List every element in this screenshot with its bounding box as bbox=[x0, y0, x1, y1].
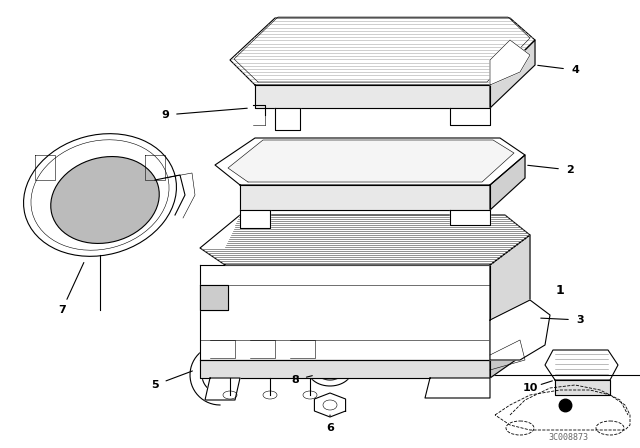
Polygon shape bbox=[490, 235, 530, 360]
Polygon shape bbox=[228, 140, 514, 182]
Polygon shape bbox=[490, 300, 550, 360]
Text: 3C008873: 3C008873 bbox=[548, 433, 588, 442]
Polygon shape bbox=[545, 350, 618, 380]
Polygon shape bbox=[200, 285, 228, 310]
Polygon shape bbox=[255, 85, 490, 108]
Polygon shape bbox=[200, 265, 490, 360]
Text: 4: 4 bbox=[571, 65, 579, 75]
Text: 1: 1 bbox=[556, 284, 564, 297]
Text: 3: 3 bbox=[576, 315, 584, 325]
Text: 2: 2 bbox=[566, 165, 574, 175]
Polygon shape bbox=[205, 378, 240, 400]
Polygon shape bbox=[490, 155, 525, 210]
Polygon shape bbox=[240, 210, 270, 228]
Polygon shape bbox=[200, 215, 530, 265]
Polygon shape bbox=[490, 330, 530, 378]
Polygon shape bbox=[425, 378, 490, 398]
Polygon shape bbox=[450, 210, 490, 225]
Text: 6: 6 bbox=[326, 423, 334, 433]
Text: 9: 9 bbox=[161, 110, 169, 120]
Text: 5: 5 bbox=[151, 380, 159, 390]
Polygon shape bbox=[450, 108, 490, 125]
Polygon shape bbox=[215, 138, 525, 185]
Text: 10: 10 bbox=[522, 383, 538, 393]
Polygon shape bbox=[490, 40, 535, 108]
Polygon shape bbox=[555, 380, 610, 395]
Polygon shape bbox=[314, 393, 346, 417]
Polygon shape bbox=[490, 40, 530, 85]
Polygon shape bbox=[275, 108, 300, 130]
Text: 8: 8 bbox=[291, 375, 299, 385]
Polygon shape bbox=[240, 185, 490, 210]
Ellipse shape bbox=[51, 156, 159, 243]
Polygon shape bbox=[200, 360, 490, 378]
Text: 7: 7 bbox=[58, 305, 66, 315]
Polygon shape bbox=[230, 18, 535, 85]
